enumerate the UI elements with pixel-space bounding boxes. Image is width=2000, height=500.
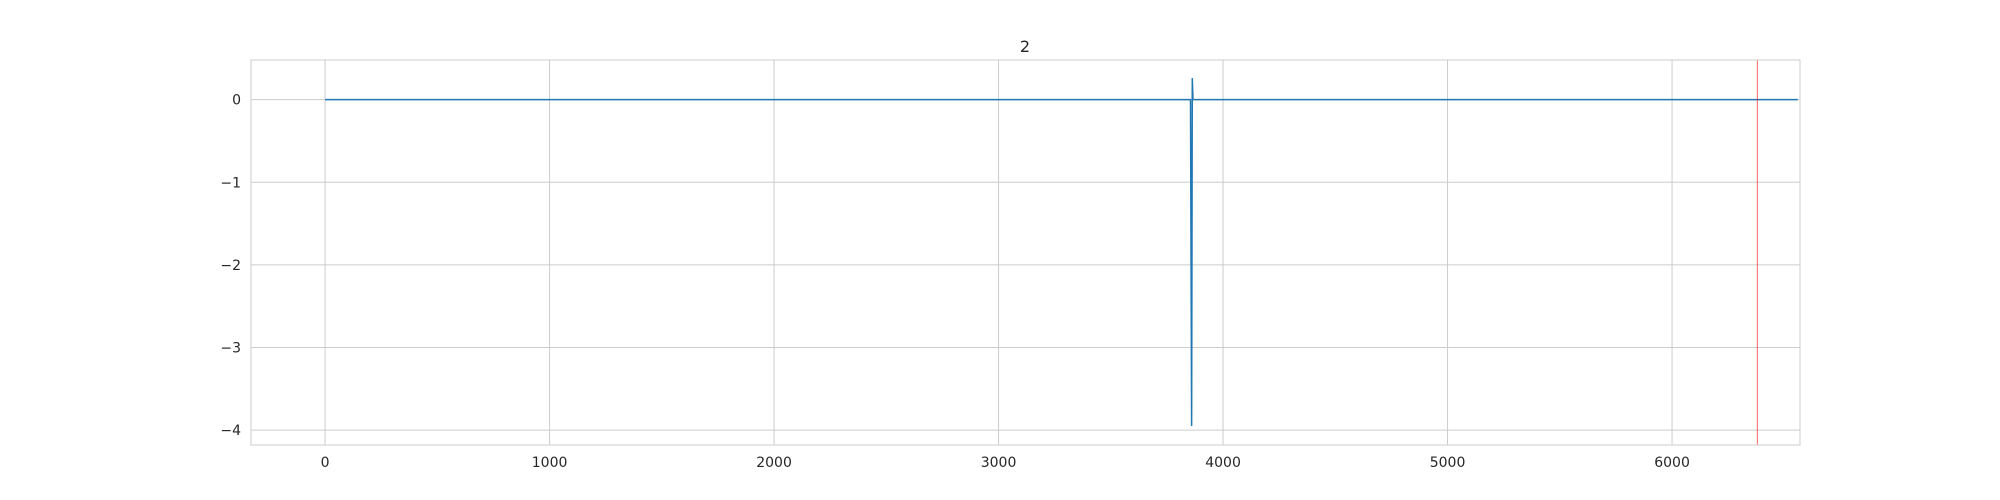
series-layer: [325, 78, 1798, 427]
x-tick-label: 6000: [1654, 455, 1690, 471]
tick-labels: 0 1000 2000 3000 4000 5000 6000 0 −1 −2 −3 −4: [220, 93, 1690, 471]
axes-frame: [250, 59, 1801, 446]
x-tick-label: 3000: [981, 455, 1017, 471]
x-tick-label: 1000: [532, 455, 568, 471]
grid-lines: [251, 60, 1800, 445]
series-line: [325, 78, 1798, 427]
x-tick-label: 4000: [1205, 455, 1241, 471]
x-tick-label: 2000: [756, 455, 792, 471]
y-tick-label: −3: [220, 341, 241, 357]
x-tick-label: 0: [321, 455, 330, 471]
y-tick-label: 0: [232, 93, 241, 109]
y-tick-label: −2: [220, 258, 241, 274]
y-tick-label: −1: [220, 175, 241, 191]
chart-title: 2: [1020, 37, 1030, 56]
y-tick-label: −4: [220, 423, 241, 439]
x-tick-label: 5000: [1430, 455, 1466, 471]
